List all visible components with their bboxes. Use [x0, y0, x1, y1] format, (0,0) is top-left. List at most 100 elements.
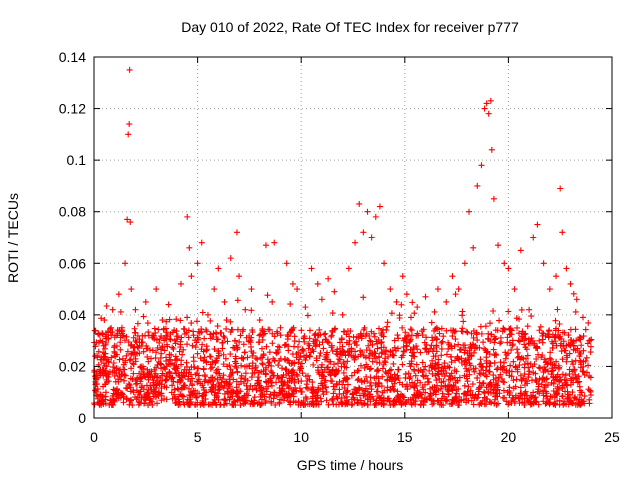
data-point	[323, 353, 330, 360]
data-point	[289, 372, 296, 379]
data-point	[162, 336, 169, 343]
data-point	[563, 265, 570, 272]
data-point	[451, 328, 458, 335]
data-point	[158, 397, 165, 404]
data-point	[334, 346, 341, 353]
data-point	[576, 349, 583, 356]
data-point	[290, 367, 297, 374]
data-point	[198, 326, 205, 333]
data-point	[329, 367, 336, 374]
data-point	[493, 393, 500, 400]
data-point	[265, 362, 272, 369]
data-point	[500, 363, 507, 370]
data-point	[420, 326, 427, 333]
data-point	[116, 356, 123, 363]
data-point	[535, 383, 542, 390]
data-point	[520, 355, 527, 362]
data-point	[293, 387, 300, 394]
data-point	[265, 383, 272, 390]
data-point	[118, 371, 125, 378]
data-point	[536, 390, 543, 397]
data-point	[127, 388, 134, 395]
data-point	[558, 340, 565, 347]
data-point	[172, 340, 179, 347]
data-point	[516, 353, 523, 360]
data-point	[411, 380, 418, 387]
data-point	[254, 356, 261, 363]
data-point	[293, 371, 300, 378]
data-point	[127, 397, 134, 404]
data-point	[200, 365, 207, 372]
data-point	[581, 393, 588, 400]
data-point	[299, 347, 306, 354]
data-point	[454, 355, 461, 362]
data-point	[445, 345, 452, 352]
data-point	[464, 378, 471, 385]
data-point	[325, 401, 332, 408]
data-point	[306, 335, 313, 342]
data-point	[445, 388, 452, 395]
data-point	[204, 311, 211, 318]
data-point	[97, 337, 104, 344]
data-point	[524, 360, 531, 367]
data-point	[381, 260, 388, 267]
data-point	[301, 338, 308, 345]
data-point	[402, 401, 409, 408]
data-point	[483, 373, 490, 380]
data-point	[271, 389, 278, 396]
data-point	[408, 400, 415, 407]
data-point	[420, 399, 427, 406]
data-point	[503, 351, 510, 358]
data-point	[182, 373, 189, 380]
data-point	[187, 401, 194, 408]
data-point	[285, 357, 292, 364]
data-point	[315, 369, 322, 376]
data-point	[177, 391, 184, 398]
data-point	[126, 121, 133, 128]
data-point	[507, 331, 514, 338]
data-point	[582, 326, 589, 333]
data-point	[138, 394, 145, 401]
data-point	[507, 362, 514, 369]
data-point	[576, 378, 583, 385]
data-point	[450, 327, 457, 334]
data-point	[227, 366, 234, 373]
data-point	[259, 336, 266, 343]
data-point	[587, 349, 594, 356]
data-point	[345, 348, 352, 355]
data-point	[486, 363, 493, 370]
data-point	[412, 398, 419, 405]
data-point	[379, 365, 386, 372]
data-point	[577, 334, 584, 341]
data-point	[270, 355, 277, 362]
data-point	[169, 344, 176, 351]
data-point	[501, 394, 508, 401]
data-point	[282, 356, 289, 363]
data-point	[126, 66, 133, 73]
data-point	[145, 393, 152, 400]
data-point	[394, 388, 401, 395]
data-point	[487, 97, 494, 104]
data-point	[391, 337, 398, 344]
data-point	[572, 308, 579, 315]
data-point	[328, 333, 335, 340]
data-point	[325, 339, 332, 346]
data-point	[175, 372, 182, 379]
data-point	[105, 358, 112, 365]
data-point	[570, 379, 577, 386]
data-point	[124, 216, 131, 223]
data-point	[190, 328, 197, 335]
data-point	[483, 395, 490, 402]
data-point	[378, 339, 385, 346]
data-point	[361, 400, 368, 407]
data-point	[345, 265, 352, 272]
data-point	[361, 364, 368, 371]
data-point	[501, 260, 508, 267]
data-point	[483, 384, 490, 391]
data-point	[117, 346, 124, 353]
data-point	[366, 382, 373, 389]
data-point	[438, 352, 445, 359]
data-point	[349, 390, 356, 397]
data-point	[344, 381, 351, 388]
data-point	[376, 325, 383, 332]
